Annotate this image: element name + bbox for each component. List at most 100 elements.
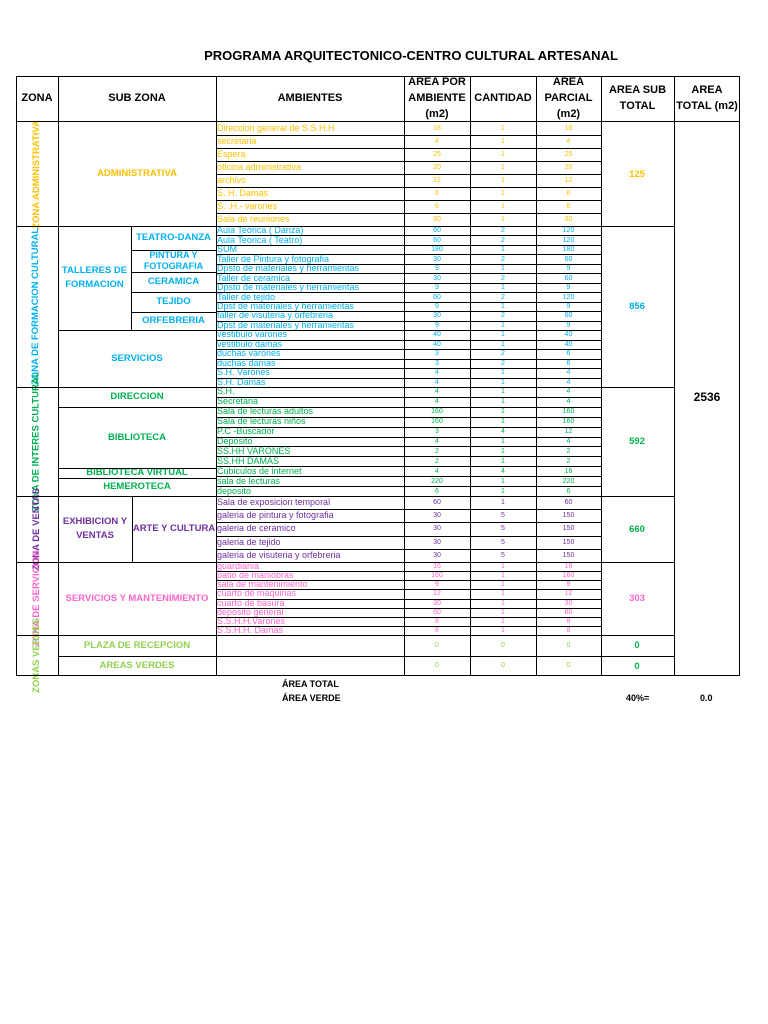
zone-label-verdes: ZONAS VERDES [30,618,42,693]
ambiente-name: galeria de visuteria y orfebreria [217,549,341,560]
grid-line [16,562,674,563]
footer-value: 0.0 [700,693,713,703]
area-parcial-cell: 120 [562,236,575,244]
cantidad-cell: 0 [501,662,505,670]
ambiente-name: vestibulo damas [217,339,283,349]
area-por-ambiente-cell: 180 [431,246,443,254]
area-por-ambiente-cell: 2 [435,457,439,465]
area-por-ambiente-cell: 9 [435,321,439,329]
area-parcial-cell: 9 [566,265,571,273]
grid-line [132,496,133,562]
area-parcial-cell: 120 [562,293,575,301]
ambiente-name: Dpst de materiales y herramientas [217,301,355,311]
footer-area-verde: ÁREA VERDE [282,693,341,703]
cantidad-cell: 4 [501,467,505,475]
row-line [216,571,601,573]
area-por-ambiente-cell: 60 [433,499,441,507]
subzone-administrativa: ADMINISTRATIVA [97,168,177,180]
area-parcial-cell: 30 [564,599,573,607]
row-line [216,406,601,408]
cantidad-cell: 1 [501,190,505,197]
area-por-ambiente-cell: 40 [433,331,441,339]
header-area-sub-total: AREA SUB TOTAL [608,84,667,112]
row-line [216,548,601,550]
area-por-ambiente-cell: 30 [433,512,441,520]
subzone-servicios: SERVICIOS [111,352,163,364]
area-por-ambiente-cell: 4 [435,398,439,406]
area-parcial-cell: 4 [566,138,571,145]
cantidad-cell: 1 [501,164,505,171]
area-por-ambiente-cell: 4 [435,369,439,377]
page-title: PROGRAMA ARQUITECTONICO-CENTRO CULTURAL … [204,48,618,63]
area-por-ambiente-cell: 4 [435,388,439,396]
ambiente-name: S.H. [217,387,235,397]
cantidad-cell: 1 [501,499,505,507]
cantidad-cell: 2 [501,293,505,301]
subzone-direccion: DIRECCION [110,391,164,403]
area-por-ambiente-cell: 40 [433,340,441,348]
area-por-ambiente-cell: 60 [433,293,441,301]
row-line [216,235,601,237]
ambiente-name [217,635,403,656]
area-por-ambiente-cell: 8 [435,617,439,625]
ambiente-name: SUM [217,244,237,255]
area-por-ambiente-cell: 9 [435,302,439,310]
area-por-ambiente-cell: 30 [433,216,441,223]
ambiente-name: deposito general [217,607,284,617]
cantidad-cell: 2 [501,255,505,263]
row-line [216,580,601,582]
area-por-ambiente-cell: 4 [435,138,439,145]
area-parcial-cell: 0 [566,662,571,670]
ambiente-name: S. .H.- varones [217,201,278,211]
zone-label-interes-cultural: ZONA DE INTERES CULTURAL [30,371,42,512]
ambiente-name: taller de visuteria y orfebreria [217,311,334,321]
subzone-plaza-recepcion: PLAZA DE RECEPCION [83,639,191,651]
ambiente-name: sala de mantenimiento [217,580,308,590]
ambiente-name: Taller de tejido [217,292,276,302]
area-parcial-cell: 60 [564,499,573,507]
cantidad-cell: 1 [501,437,505,445]
area-parcial-cell: 30 [564,216,573,223]
row-line [216,655,601,657]
row-line [216,446,601,448]
area-parcial-cell: 40 [564,331,573,339]
area-parcial-cell: 6 [566,359,571,367]
grid-line [16,226,674,227]
cantidad-cell: 1 [501,369,505,377]
area-por-ambiente-cell: 0 [435,641,439,649]
row-line [216,282,601,284]
row-line [216,187,601,188]
area-parcial-cell: 9 [566,284,571,292]
ambiente-name: Secretaria [217,396,259,407]
row-line [216,466,601,468]
cantidad-cell: 1 [501,284,505,292]
grid-line [58,478,216,479]
ambiente-name: Sala de lecturas adultos [217,406,314,417]
ambiente-name: galeria de pintura y fotografia [217,510,334,521]
cantidad-cell: 1 [501,617,505,625]
row-line [216,436,601,438]
area-parcial-cell: 220 [562,477,575,485]
area-parcial-cell: 2 [566,457,571,465]
subzone-teatro-danza: TEATRO-DANZA [136,232,211,244]
area-por-ambiente-cell: 25 [433,151,441,158]
area-por-ambiente-cell: 4 [435,437,439,445]
row-line [216,244,601,246]
row-line [216,625,601,627]
grid-line [131,226,132,330]
ambiente-name: S.H. Damas [217,377,266,387]
area-parcial-cell: 60 [564,274,573,282]
area-parcial-cell: 4 [566,378,571,386]
cantidad-cell: 1 [501,599,505,607]
zone-label-administrativa: ZONA ADMINISTRATIVA [30,119,42,229]
area-por-ambiente-cell: 4 [435,467,439,475]
grid-line [16,121,740,122]
area-parcial-cell: 16 [564,467,573,475]
area-parcial-cell: 60 [564,312,573,320]
area-por-ambiente-cell: 160 [431,572,443,580]
cantidad-cell: 2 [501,359,505,367]
cantidad-cell: 2 [501,312,505,320]
area-parcial-cell: 150 [562,538,575,546]
ambiente-name: S.S.H.H. Damas [217,625,284,635]
area-por-ambiente-cell: 2 [435,447,439,455]
